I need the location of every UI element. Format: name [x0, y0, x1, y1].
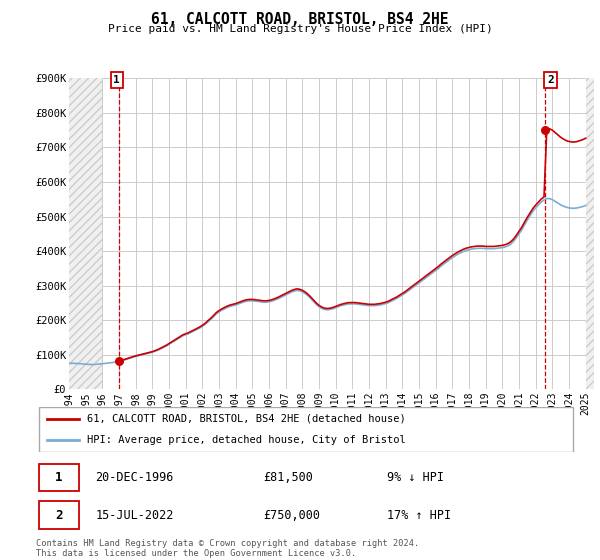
Text: £81,500: £81,500: [263, 471, 313, 484]
Point: [540, 125, 550, 134]
Text: 2: 2: [55, 508, 62, 521]
Text: 17% ↑ HPI: 17% ↑ HPI: [387, 508, 451, 521]
Text: 9% ↓ HPI: 9% ↓ HPI: [387, 471, 444, 484]
Bar: [39, 464, 79, 491]
Text: Contains HM Land Registry data © Crown copyright and database right 2024.
This d: Contains HM Land Registry data © Crown c…: [36, 539, 419, 558]
Text: 15-JUL-2022: 15-JUL-2022: [95, 508, 174, 521]
Text: 2: 2: [547, 75, 554, 85]
Bar: [69, 78, 103, 389]
Bar: [586, 78, 594, 389]
Text: Price paid vs. HM Land Registry's House Price Index (HPI): Price paid vs. HM Land Registry's House …: [107, 24, 493, 34]
Text: £750,000: £750,000: [263, 508, 320, 521]
Text: 20-DEC-1996: 20-DEC-1996: [95, 471, 174, 484]
Text: HPI: Average price, detached house, City of Bristol: HPI: Average price, detached house, City…: [88, 435, 406, 445]
Text: 1: 1: [113, 75, 120, 85]
Text: 61, CALCOTT ROAD, BRISTOL, BS4 2HE (detached house): 61, CALCOTT ROAD, BRISTOL, BS4 2HE (deta…: [88, 414, 406, 424]
Text: 61, CALCOTT ROAD, BRISTOL, BS4 2HE: 61, CALCOTT ROAD, BRISTOL, BS4 2HE: [151, 12, 449, 27]
Text: 1: 1: [55, 471, 62, 484]
Bar: [39, 501, 79, 529]
Point: [114, 357, 124, 366]
